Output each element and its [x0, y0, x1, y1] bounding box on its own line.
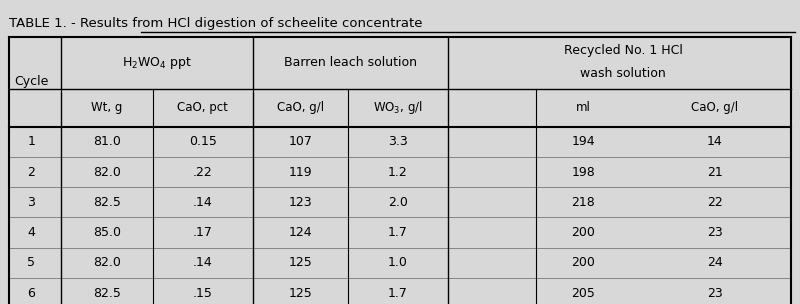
Text: 21: 21 — [707, 166, 722, 179]
Text: 6: 6 — [27, 287, 35, 299]
Text: 23: 23 — [707, 226, 722, 239]
Text: Cycle: Cycle — [14, 75, 49, 88]
Text: 5: 5 — [27, 256, 35, 269]
Text: 125: 125 — [289, 256, 312, 269]
Text: Recycled No. 1 HCl: Recycled No. 1 HCl — [564, 44, 682, 57]
Text: 22: 22 — [707, 196, 722, 209]
Text: 4: 4 — [27, 226, 35, 239]
Text: 125: 125 — [289, 287, 312, 299]
Text: 24: 24 — [707, 256, 722, 269]
Text: 119: 119 — [289, 166, 312, 179]
Text: WO$_3$, g/l: WO$_3$, g/l — [373, 99, 423, 116]
Text: CaO, pct: CaO, pct — [178, 101, 228, 114]
Text: 2: 2 — [27, 166, 35, 179]
Text: 23: 23 — [707, 287, 722, 299]
Text: .14: .14 — [193, 256, 213, 269]
Text: 194: 194 — [571, 135, 595, 148]
Text: 82.5: 82.5 — [93, 196, 121, 209]
Text: 123: 123 — [289, 196, 312, 209]
Text: 82.5: 82.5 — [93, 287, 121, 299]
Text: .17: .17 — [193, 226, 213, 239]
Text: 1.7: 1.7 — [388, 287, 408, 299]
Text: Wt, g: Wt, g — [91, 101, 122, 114]
Text: TABLE 1. - Results from HCl digestion of scheelite concentrate: TABLE 1. - Results from HCl digestion of… — [10, 17, 423, 30]
Text: 1.2: 1.2 — [388, 166, 408, 179]
Text: 2.0: 2.0 — [388, 196, 408, 209]
Text: wash solution: wash solution — [580, 67, 666, 80]
Text: 198: 198 — [571, 166, 595, 179]
Text: 3: 3 — [27, 196, 35, 209]
Text: H$_2$WO$_4$ ppt: H$_2$WO$_4$ ppt — [122, 55, 192, 71]
Text: 218: 218 — [571, 196, 595, 209]
Text: 14: 14 — [707, 135, 722, 148]
Text: 1: 1 — [27, 135, 35, 148]
Text: 1.0: 1.0 — [388, 256, 408, 269]
Text: 3.3: 3.3 — [388, 135, 408, 148]
Text: Barren leach solution: Barren leach solution — [284, 57, 417, 70]
Text: ml: ml — [576, 101, 590, 114]
Text: 205: 205 — [571, 287, 595, 299]
Text: .22: .22 — [193, 166, 213, 179]
Text: CaO, g/l: CaO, g/l — [277, 101, 324, 114]
Text: 124: 124 — [289, 226, 312, 239]
Text: 1.7: 1.7 — [388, 226, 408, 239]
Text: 85.0: 85.0 — [93, 226, 121, 239]
Text: CaO, g/l: CaO, g/l — [691, 101, 738, 114]
Text: 81.0: 81.0 — [93, 135, 121, 148]
Text: .14: .14 — [193, 196, 213, 209]
Text: 200: 200 — [571, 256, 595, 269]
Text: 107: 107 — [289, 135, 312, 148]
Text: .15: .15 — [193, 287, 213, 299]
Text: 0.15: 0.15 — [189, 135, 217, 148]
Text: 82.0: 82.0 — [93, 166, 121, 179]
Text: 82.0: 82.0 — [93, 256, 121, 269]
Text: 200: 200 — [571, 226, 595, 239]
